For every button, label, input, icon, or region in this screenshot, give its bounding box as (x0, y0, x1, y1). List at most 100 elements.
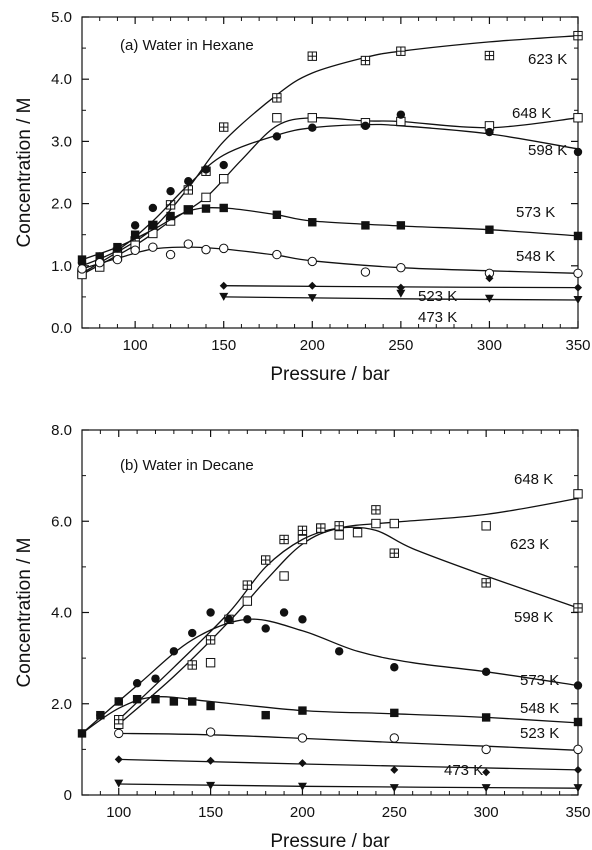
series-548k: 548 K (114, 700, 583, 755)
data-point (573, 717, 583, 727)
data-point (114, 728, 124, 739)
series-label: 473 K (418, 309, 457, 326)
panel-title: (b) Water in Decane (120, 457, 254, 474)
y-tick-label: 2.0 (51, 196, 72, 213)
series-label: 598 K (528, 142, 567, 159)
data-point (360, 55, 371, 66)
data-point (219, 243, 229, 254)
data-point (279, 608, 289, 617)
series-label: 573 K (520, 672, 559, 689)
data-point (307, 51, 317, 61)
series-label: 573 K (516, 204, 555, 221)
data-point (188, 628, 197, 638)
data-point (206, 701, 215, 711)
data-point (151, 694, 160, 704)
data-point (261, 624, 270, 633)
series-curve (81, 207, 579, 261)
series-523k: 523 K (219, 274, 582, 305)
y-tick-label: 6.0 (51, 513, 72, 530)
series-598k: 598 K (81, 608, 583, 734)
data-point (573, 603, 583, 613)
data-point (396, 221, 406, 230)
data-point (297, 525, 308, 536)
data-point (389, 784, 399, 793)
data-point (201, 192, 211, 203)
data-point (148, 242, 158, 252)
series-curve (81, 35, 579, 274)
data-point (114, 755, 123, 764)
data-point (272, 93, 282, 103)
x-tick-label: 300 (474, 804, 499, 821)
data-point (188, 697, 197, 706)
data-point (481, 784, 491, 793)
x-tick-label: 150 (198, 804, 223, 821)
data-point (573, 30, 583, 41)
data-point (114, 715, 124, 725)
y-axis-title: Concentration / M (14, 538, 35, 688)
data-point (205, 657, 216, 668)
data-point (361, 221, 370, 230)
y-tick-label: 4.0 (51, 71, 72, 88)
data-point (573, 147, 583, 157)
data-point (132, 694, 142, 704)
series-curve (118, 497, 579, 725)
data-point (219, 160, 228, 170)
data-point (187, 660, 197, 670)
data-point (308, 123, 317, 132)
series-label: 648 K (512, 105, 551, 122)
x-tick-label: 350 (565, 804, 590, 821)
data-point (396, 262, 406, 273)
data-point (165, 200, 176, 210)
y-tick-label: 0.0 (51, 320, 72, 337)
series-curve (118, 783, 579, 789)
series-label: 648 K (514, 471, 553, 488)
data-point (272, 249, 282, 260)
data-point (184, 205, 193, 215)
data-point (272, 210, 282, 219)
series-curve (118, 526, 579, 721)
data-point (481, 667, 491, 677)
data-point (482, 768, 491, 777)
data-point (183, 239, 193, 249)
data-point (205, 635, 216, 645)
data-point (396, 46, 406, 56)
series-648k: 648 K (77, 105, 583, 280)
x-tick-label: 100 (123, 337, 148, 354)
data-point (219, 203, 228, 213)
y-tick-label: 8.0 (51, 422, 72, 439)
data-point (219, 281, 228, 290)
series-curve (81, 246, 579, 274)
x-tick-label: 200 (300, 337, 325, 354)
data-point (242, 596, 253, 606)
data-point (224, 615, 234, 624)
data-point (279, 534, 289, 545)
data-point (169, 647, 179, 656)
data-point (166, 186, 175, 196)
data-point (132, 679, 142, 688)
data-point (219, 174, 229, 184)
data-point (169, 697, 179, 706)
data-point (396, 110, 406, 119)
data-point (77, 255, 87, 264)
series-573k: 573 K (77, 203, 583, 264)
x-tick-label: 300 (477, 337, 502, 354)
data-point (484, 294, 494, 303)
data-point (308, 218, 317, 227)
plot-frame (81, 16, 579, 329)
data-point (206, 756, 215, 765)
data-point (219, 122, 229, 132)
x-axis-title: Pressure / bar (270, 364, 390, 385)
data-point (360, 267, 371, 277)
data-point (390, 765, 399, 774)
data-point (389, 548, 399, 558)
data-point (334, 530, 344, 540)
data-point (130, 230, 140, 239)
series-623k: 623 K (114, 505, 583, 725)
data-point (166, 211, 175, 221)
data-point (77, 729, 87, 738)
series-label: 473 K (444, 762, 483, 779)
data-point (148, 203, 158, 213)
data-point (481, 578, 491, 588)
series-curve (81, 123, 579, 267)
